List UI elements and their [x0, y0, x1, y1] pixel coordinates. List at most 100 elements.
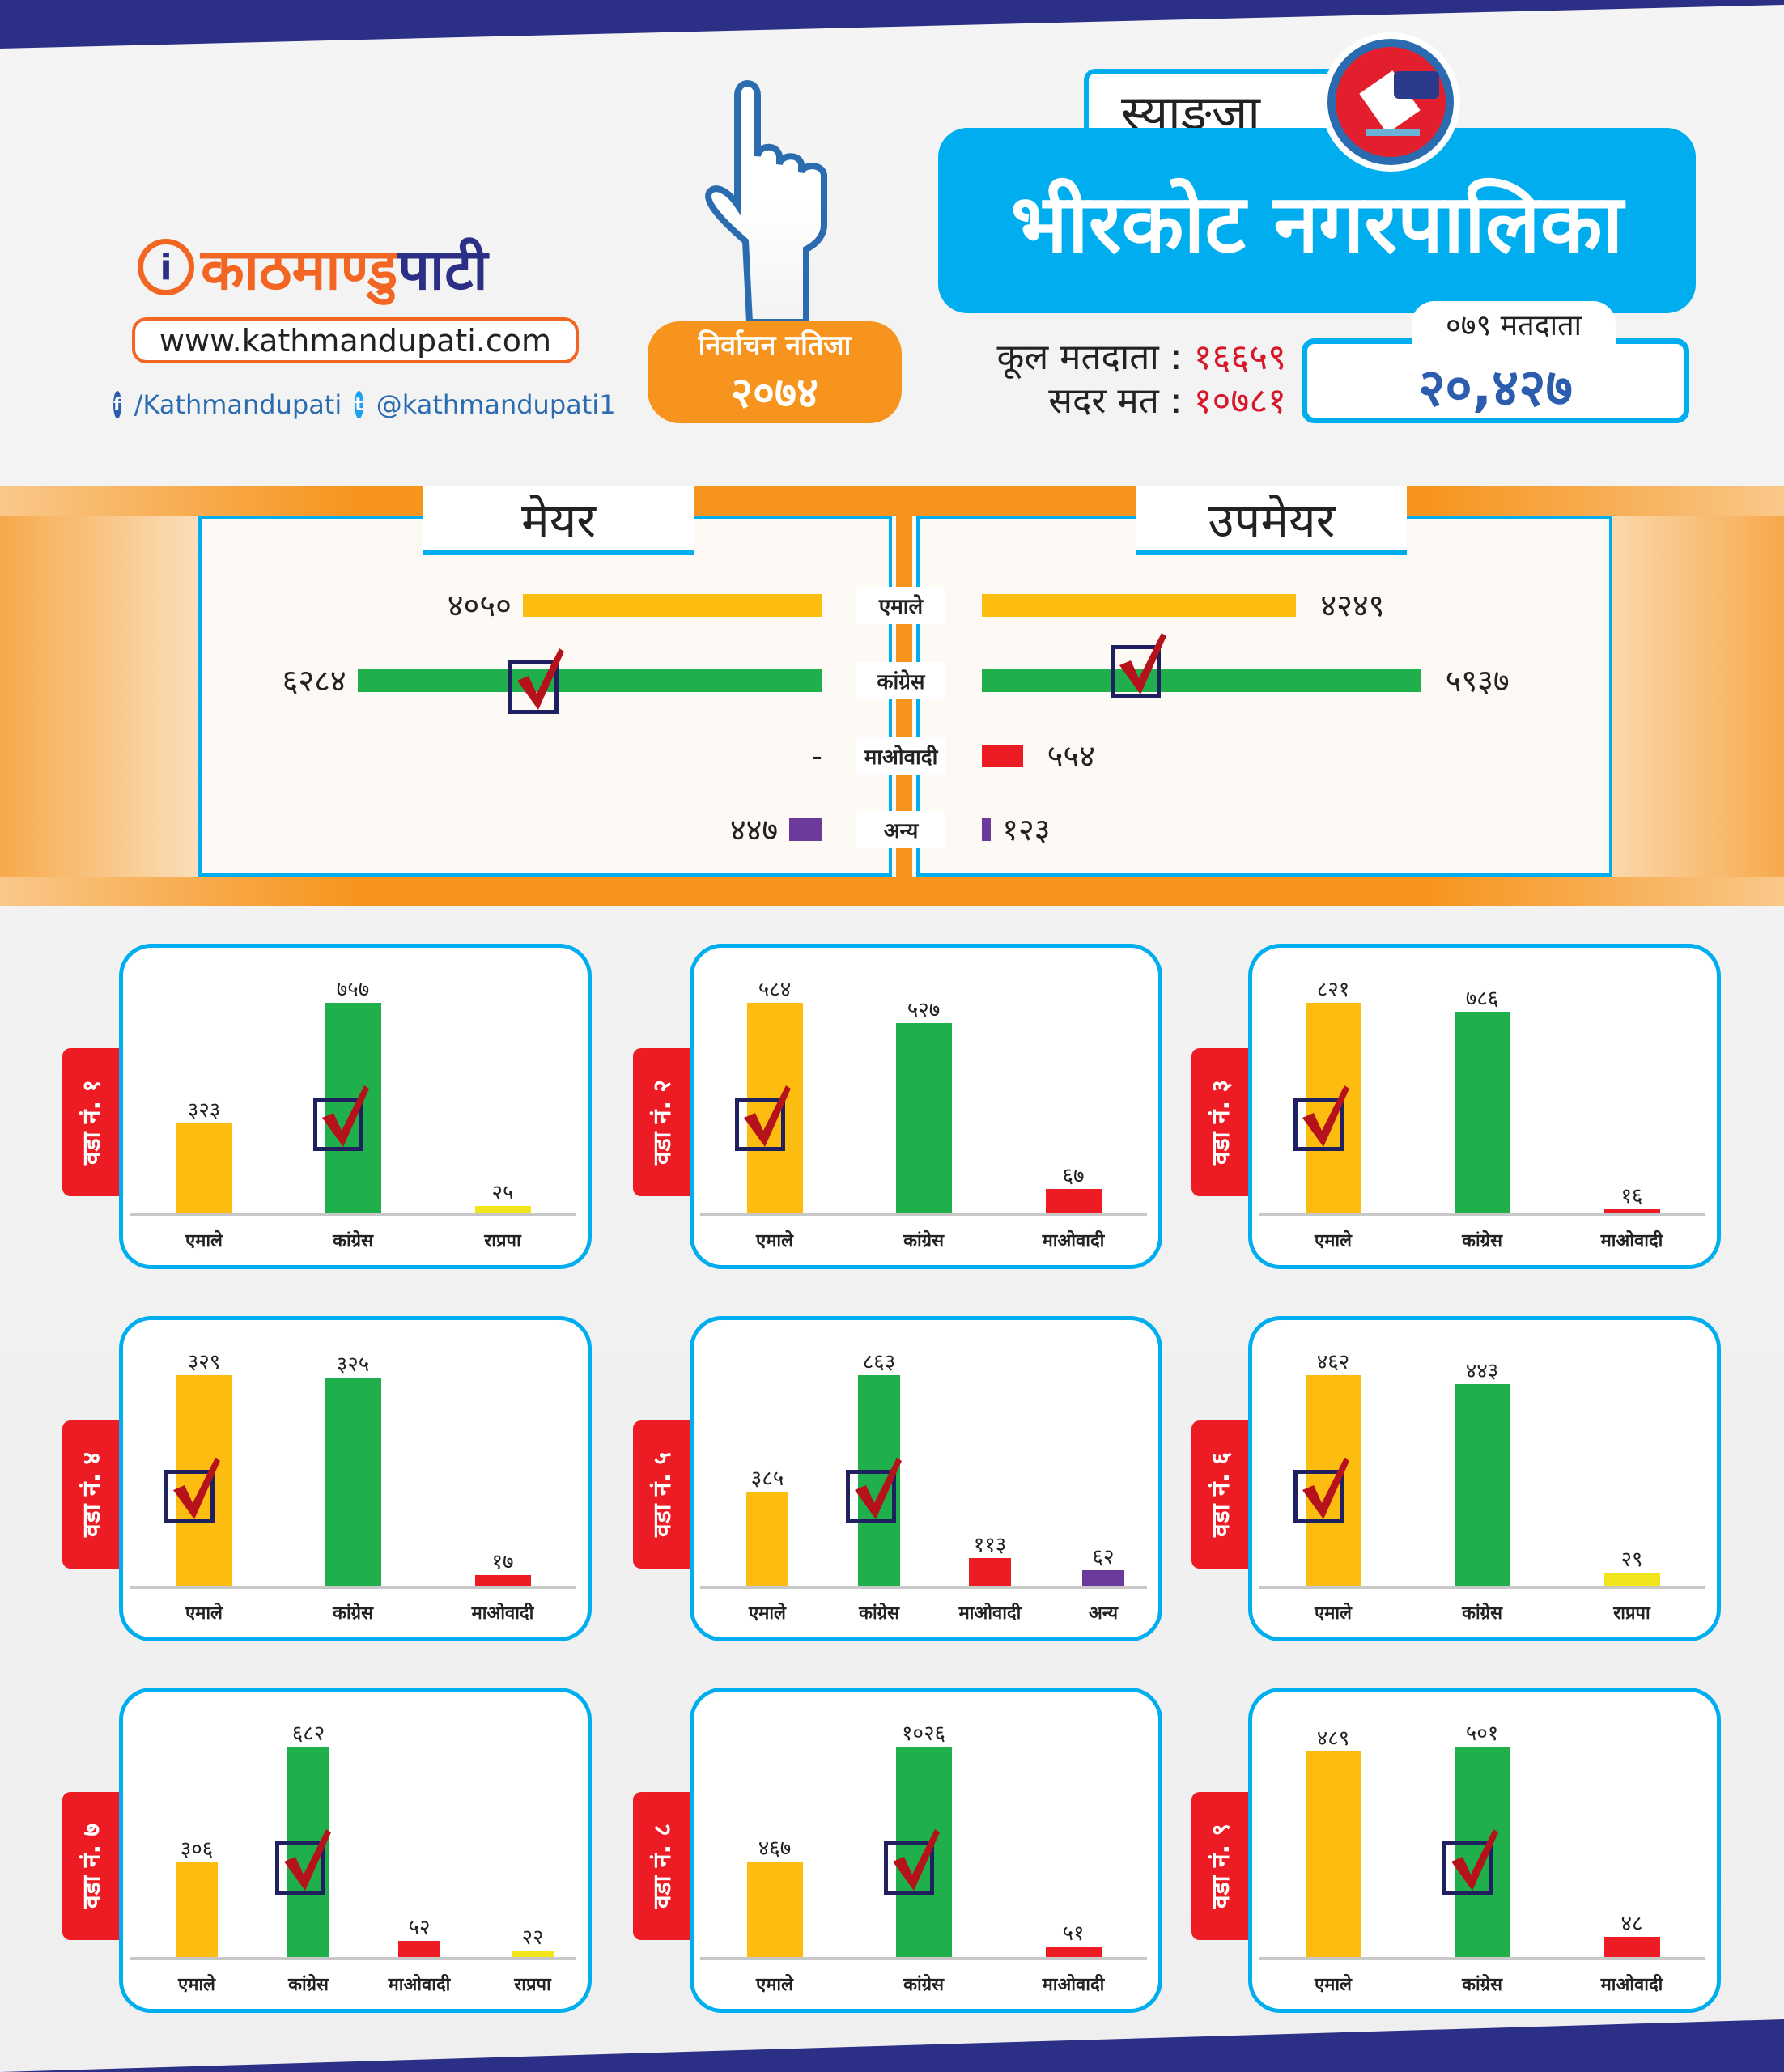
chart-baseline: [700, 1586, 1147, 1589]
bar-0: [746, 1861, 803, 1957]
category-label: एमाले: [756, 1975, 793, 1995]
twitter-link[interactable]: @kathmandupati1: [376, 389, 616, 420]
category-label: एमाले: [1315, 1603, 1352, 1624]
logo-icon: i: [138, 239, 194, 295]
winner-check-icon: [164, 1458, 220, 1523]
bar-value-label: ३२३: [187, 1098, 221, 1123]
bar-value-label: १६: [1620, 1183, 1643, 1208]
valid-votes-label: सदर मत :: [1048, 380, 1183, 422]
category-label: अन्य: [1088, 1603, 1119, 1624]
voter-stats: कूल मतदाता : १६६५९ सदर मत : १०७८१: [938, 336, 1286, 423]
mayor-bar: [789, 818, 822, 841]
category-label: एमाले: [1315, 1231, 1352, 1251]
twitter-icon: t: [355, 391, 363, 418]
bar-value-label: ३२५: [336, 1352, 370, 1378]
ward-title: वडा नं. ५: [648, 1451, 677, 1538]
bar-2: [398, 1941, 440, 1957]
deputy-bar: [982, 818, 992, 841]
bar-value-label: ४६७: [758, 1836, 792, 1861]
bar-value-label: ५२: [408, 1916, 431, 1941]
bottom-band: [0, 2019, 1784, 2072]
voting-finger-icon: [705, 80, 827, 322]
ward-title: वडा नं. ४: [78, 1451, 107, 1538]
category-label: माओवादी: [958, 1603, 1022, 1624]
ward-card: वडा नं. ६ ४६२ एमाले ४४३ कांग्रेस २९ राप्रपा: [1191, 1316, 1721, 1641]
bar-value-label: १०२६: [901, 1722, 946, 1746]
bar-value-label: ७८६: [1465, 987, 1499, 1012]
chart-baseline: [130, 1213, 576, 1216]
bar-value-label: ११३: [973, 1532, 1007, 1557]
category-label: एमाले: [185, 1231, 223, 1251]
winner-check-icon: [1111, 633, 1166, 698]
brand-logo: i काठमाण्डुपाटी: [138, 231, 559, 304]
bar-value-label: ६२: [1092, 1545, 1115, 1570]
chart-baseline: [700, 1213, 1147, 1216]
category-label: कांग्रेस: [333, 1231, 373, 1251]
ward-tab: वडा नं. २: [633, 1048, 690, 1196]
brand-part2: पाटी: [397, 236, 488, 303]
category-label: माओवादी: [1600, 1231, 1663, 1251]
total-voters-label: कूल मतदाता :: [996, 337, 1183, 378]
voters-079-value: २०,४२७: [1302, 338, 1689, 423]
bar-3: [1082, 1570, 1124, 1586]
winner-check-icon: [508, 648, 564, 714]
top-band: [0, 0, 1784, 49]
deputy-bar: [982, 745, 1023, 767]
bar-value-label: ७५७: [336, 978, 370, 1002]
facebook-link[interactable]: /Kathmandupati: [134, 389, 342, 420]
category-label: कांग्रेस: [859, 1603, 899, 1624]
chart-baseline: [1259, 1586, 1705, 1589]
bar-3: [512, 1950, 554, 1957]
deputy-bar: [982, 594, 1297, 617]
bar-2: [1045, 1189, 1102, 1213]
bar-value-label: ३८५: [750, 1467, 784, 1491]
bar-value-label: ६८२: [291, 1722, 325, 1746]
brand-part1: काठमाण्डु: [201, 236, 398, 303]
bar-1: [1454, 1383, 1510, 1586]
category-label: माओवादी: [471, 1603, 534, 1624]
ward-title: वडा नं. २: [648, 1079, 677, 1166]
ward-tab: वडा नं. ५: [633, 1420, 690, 1569]
winner-check-icon: [883, 1829, 940, 1895]
category-label: एमाले: [178, 1975, 215, 1995]
bar-value-label: ५०१: [1465, 1722, 1499, 1746]
category-label: एमाले: [756, 1231, 793, 1251]
ward-tab: वडा नं. १: [62, 1048, 119, 1196]
bar-value-label: १७: [491, 1549, 514, 1574]
ward-card: वडा नं. १ ३२३ एमाले ७५७ कांग्रेस २५ राप्रपा: [62, 944, 592, 1269]
ward-tab: वडा नं. ४: [62, 1420, 119, 1569]
bar-2: [1603, 1208, 1660, 1213]
bar-2: [969, 1557, 1011, 1586]
ward-card: वडा नं. ४ ३२९ एमाले ३२५ कांग्रेस १७ माओवादी: [62, 1316, 592, 1641]
chart-baseline: [130, 1957, 576, 1960]
bar-value-label: ६७: [1062, 1164, 1085, 1189]
party-label-2: माओवादी: [856, 737, 945, 775]
party-label-1: कांग्रेस: [856, 662, 945, 699]
category-label: माओवादी: [1042, 1231, 1105, 1251]
election-label: निर्वाचन नतिजा: [698, 329, 852, 362]
category-label: कांग्रेस: [1462, 1603, 1502, 1624]
election-result-badge: निर्वाचन नतिजा २०७४: [648, 321, 902, 423]
bar-value-label: ५२७: [907, 998, 941, 1023]
bar-value-label: ८२१: [1316, 978, 1350, 1002]
bar-2: [1603, 1937, 1660, 1957]
deputy-votes: ५५४: [1047, 738, 1095, 774]
winner-check-icon: [1442, 1829, 1498, 1895]
website-url[interactable]: www.kathmandupati.com: [132, 317, 579, 363]
mayor-votes: -: [811, 738, 822, 774]
party-label-3: अन्य: [856, 811, 945, 848]
winner-check-icon: [275, 1829, 331, 1895]
bar-0: [1305, 1751, 1361, 1957]
winner-check-icon: [312, 1085, 369, 1151]
category-label: राप्रपा: [514, 1975, 551, 1995]
chart-baseline: [700, 1957, 1147, 1960]
mayor-votes: ६२८४: [282, 663, 346, 698]
bar-2: [1045, 1947, 1102, 1957]
category-label: एमाले: [749, 1603, 786, 1624]
category-label: राप्रपा: [484, 1231, 521, 1251]
category-label: माओवादी: [388, 1975, 451, 1995]
category-label: कांग्रेस: [333, 1603, 373, 1624]
bar-0: [176, 1123, 232, 1213]
social-links: f /Kathmandupati t @kathmandupati1: [113, 387, 616, 422]
bar-value-label: ४६२: [1316, 1350, 1350, 1374]
